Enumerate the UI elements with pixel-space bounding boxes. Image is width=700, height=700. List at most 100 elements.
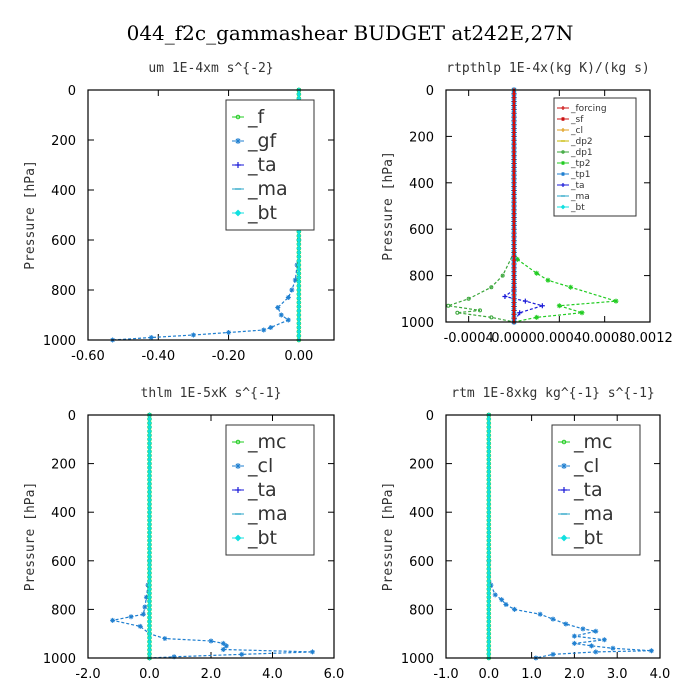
x-tick-label: 4.0	[262, 667, 283, 682]
x-tick-label: 2.0	[564, 667, 585, 682]
data-point	[289, 287, 295, 293]
data-point	[512, 234, 516, 239]
data-point	[512, 300, 516, 305]
data-point	[261, 327, 267, 333]
legend-label: _bt	[247, 202, 277, 224]
data-point	[489, 315, 494, 320]
data-point	[512, 188, 516, 193]
legend-marker	[235, 439, 241, 445]
data-point	[648, 648, 654, 654]
data-point	[512, 231, 516, 236]
legend-label: _dp1	[570, 148, 593, 158]
x-tick-label: 0.0000	[491, 331, 537, 346]
data-point	[512, 196, 516, 201]
x-tick-label: 0.0012	[627, 331, 673, 346]
x-tick-label: 3.0	[607, 667, 628, 682]
legend-marker	[561, 183, 565, 187]
data-point	[545, 277, 551, 283]
chart-panel-rtm: rtm 1E-8xkg kg^{-1} s^{-1} Pressure [hPa]…	[381, 386, 670, 682]
data-point	[512, 258, 516, 263]
data-point	[593, 649, 599, 655]
x-tick-label: 0.0	[478, 667, 499, 682]
legend-marker	[561, 463, 567, 469]
legend-marker	[235, 114, 241, 120]
data-point	[512, 227, 516, 232]
data-point	[285, 295, 291, 300]
data-point	[522, 298, 528, 304]
data-point	[534, 270, 540, 276]
legend-label: _cl	[247, 455, 273, 477]
y-tick-label: 0	[426, 409, 434, 424]
data-point	[512, 296, 516, 301]
x-tick-label: -0.40	[141, 349, 175, 364]
data-point	[512, 215, 516, 220]
y-tick-label: 0	[426, 84, 434, 99]
legend-label: _ta	[573, 479, 603, 501]
legend-label: _ta	[247, 479, 277, 501]
data-point	[512, 277, 516, 282]
data-point	[593, 628, 599, 634]
legend-marker	[235, 138, 241, 144]
data-point	[512, 134, 516, 139]
data-point	[579, 310, 585, 316]
data-point	[143, 594, 149, 600]
data-point	[512, 149, 516, 154]
data-point	[589, 643, 595, 649]
legend-marker	[560, 534, 568, 542]
data-point	[275, 305, 281, 310]
data-point	[512, 173, 516, 178]
data-point	[512, 204, 516, 208]
y-tick-label: 800	[51, 603, 76, 618]
data-point	[162, 636, 168, 642]
data-point	[446, 303, 451, 308]
y-tick-label: 400	[51, 506, 76, 521]
legend-label: _ta	[247, 154, 277, 176]
data-point	[511, 606, 517, 612]
data-point	[190, 332, 196, 338]
data-point	[512, 95, 516, 100]
data-point	[512, 111, 516, 116]
x-tick-label: -0.0004	[444, 331, 494, 346]
x-tick-label: 0.00	[284, 349, 313, 364]
data-point	[512, 130, 516, 135]
legend-label: _dp2	[570, 137, 593, 147]
data-point	[278, 312, 284, 318]
y-tick-label: 200	[51, 458, 76, 473]
y-tick-label: 200	[409, 458, 434, 473]
data-point	[220, 640, 226, 646]
data-point	[226, 330, 232, 335]
x-tick-label: -0.60	[71, 349, 105, 364]
data-point	[512, 273, 516, 278]
legend-label: _forcing	[570, 104, 607, 114]
y-tick-label: 1000	[43, 652, 76, 667]
data-point	[563, 621, 569, 627]
plot-frame	[445, 414, 661, 659]
legend-box	[553, 97, 637, 217]
x-tick-label: 0.0004	[537, 331, 583, 346]
figure-title: 044_f2c_gammashear BUDGET at242E,27N	[127, 21, 574, 45]
legend: _f_gf_ta_ma_bt	[225, 99, 315, 231]
legend: _mc_cl_ta_ma_bt	[551, 424, 641, 556]
data-point	[137, 623, 143, 629]
data-point	[512, 142, 516, 147]
data-point	[512, 115, 516, 120]
x-tick-label: 6.0	[324, 667, 345, 682]
x-tick-label: 2.0	[201, 667, 222, 682]
legend-label: _ma	[247, 178, 288, 200]
data-point	[514, 256, 520, 262]
legend-marker	[234, 209, 242, 217]
y-tick-label: 0	[68, 84, 76, 99]
legend-label: _tp1	[570, 170, 590, 180]
data-point	[512, 146, 516, 150]
x-tick-label: -2.0	[75, 667, 100, 682]
y-tick-label: 1000	[401, 316, 434, 331]
panel-title: thlm 1E-5xK s^{-1}	[141, 386, 282, 401]
data-point	[128, 614, 134, 620]
data-point	[512, 269, 516, 274]
data-point	[220, 646, 226, 652]
data-point	[512, 250, 516, 255]
plot-frame	[87, 414, 335, 659]
legend-marker	[235, 487, 241, 493]
data-point	[512, 265, 516, 270]
